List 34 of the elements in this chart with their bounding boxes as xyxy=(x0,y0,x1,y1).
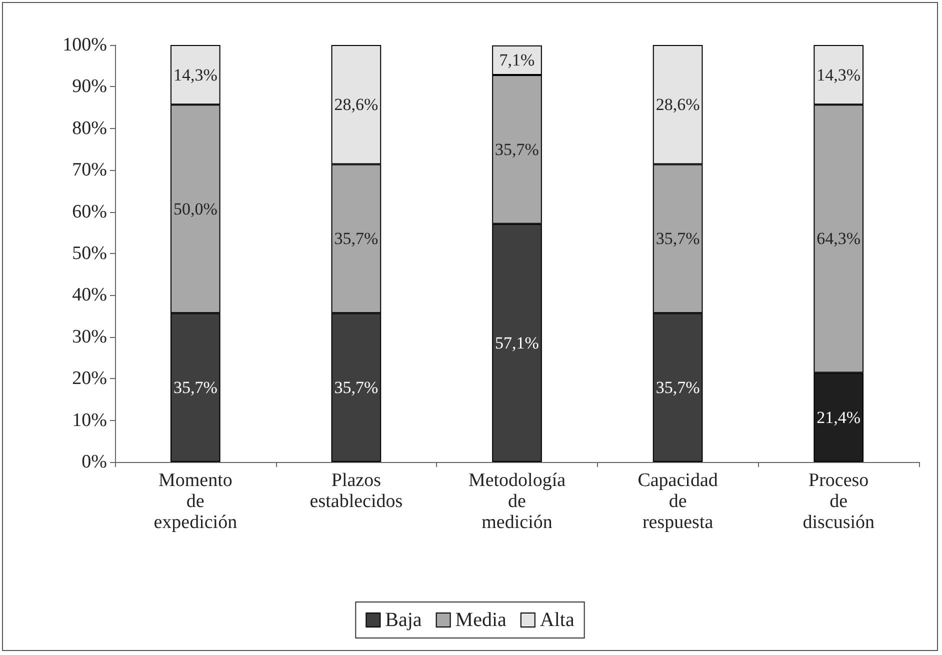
y-tick-label: 0% xyxy=(82,452,108,472)
data-label: 35,7% xyxy=(656,378,700,398)
data-label: 64,3% xyxy=(816,229,861,248)
y-tick-label: 40% xyxy=(72,284,108,306)
x-tick-label: Metodología de medición xyxy=(468,470,566,533)
data-label: 35,7% xyxy=(173,378,218,398)
data-label: 35,7% xyxy=(334,378,378,398)
data-label: 57,1% xyxy=(495,333,539,352)
data-label: 28,6% xyxy=(656,95,700,114)
data-label: 7,1% xyxy=(499,50,535,70)
data-label: 35,7% xyxy=(495,140,539,159)
y-tick-label: 70% xyxy=(72,160,108,181)
y-tick-label: 90% xyxy=(72,76,108,98)
legend-label: Alta xyxy=(540,609,574,631)
x-tick-label: Plazos establecidos xyxy=(310,470,403,512)
data-label: 28,6% xyxy=(334,95,378,114)
y-tick-label: 10% xyxy=(72,410,108,431)
x-tick-label: Capacidad de respuesta xyxy=(638,470,718,533)
data-label: 35,7% xyxy=(334,229,378,248)
data-label: 14,3% xyxy=(816,65,861,84)
y-tick-label: 80% xyxy=(72,118,108,139)
data-label: 50,0% xyxy=(173,199,218,218)
data-label: 35,7% xyxy=(656,229,700,248)
legend-label: Baja xyxy=(385,609,422,631)
y-tick-label: 30% xyxy=(72,326,108,348)
data-label: 21,4% xyxy=(816,408,861,427)
x-tick-label: Proceso de discusión xyxy=(802,470,875,533)
y-tick-label: 100% xyxy=(62,34,108,56)
y-tick-label: 50% xyxy=(72,243,108,264)
x-tick-label: Momento de expedición xyxy=(154,470,238,533)
legend-label: Media xyxy=(455,609,507,631)
data-label: 14,3% xyxy=(173,65,218,84)
y-tick-label: 20% xyxy=(72,368,108,390)
y-tick-label: 60% xyxy=(72,201,108,222)
